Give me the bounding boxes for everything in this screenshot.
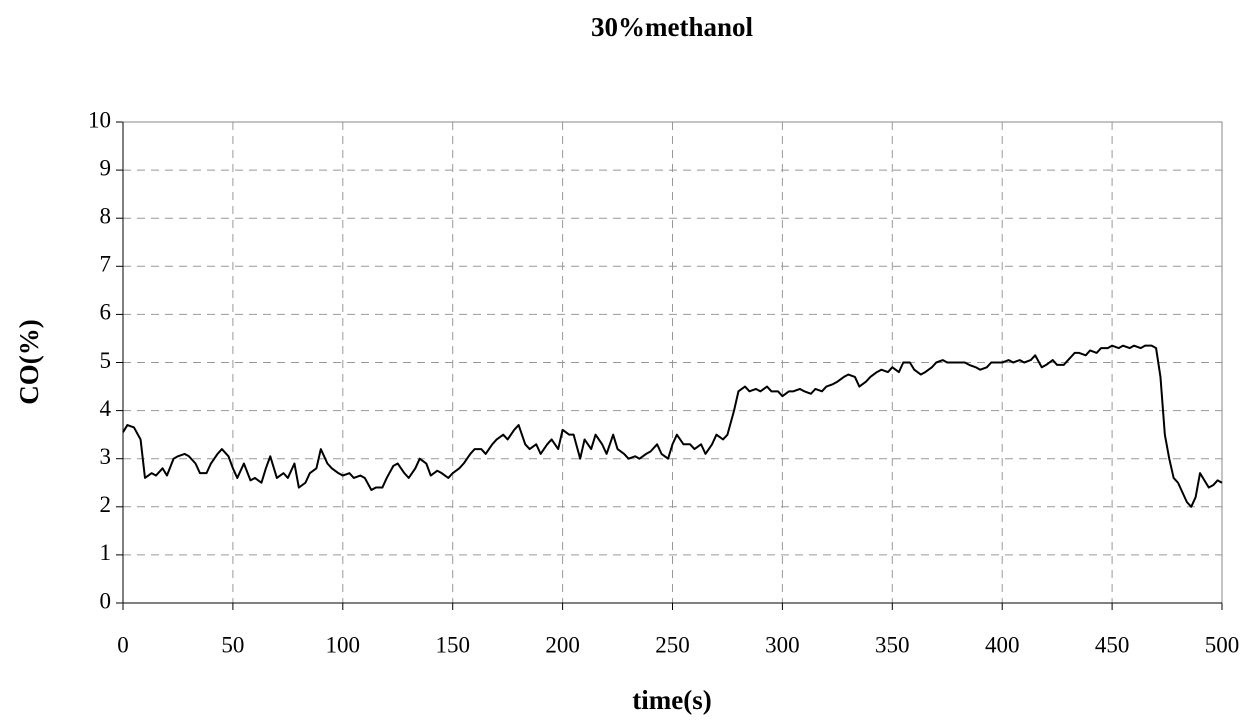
- data-line: [122, 344, 1223, 508]
- x-tick-label: 100: [326, 632, 361, 657]
- x-tick-label: 200: [545, 632, 580, 657]
- x-tick-label: 0: [117, 632, 129, 657]
- y-tick-label: 3: [100, 444, 112, 469]
- x-tick-label: 350: [875, 632, 910, 657]
- y-tick-label: 2: [100, 492, 112, 517]
- x-tick-label: 250: [655, 632, 690, 657]
- y-tick-label: 1: [100, 540, 112, 565]
- x-tick-label: 150: [435, 632, 470, 657]
- y-tick-label: 7: [100, 252, 112, 277]
- x-tick-label: 300: [765, 632, 800, 657]
- y-axis-label: CO(%): [14, 319, 44, 404]
- y-tick-label: 10: [88, 107, 111, 132]
- x-tick-label: 400: [985, 632, 1020, 657]
- x-axis-label: time(s): [632, 685, 711, 715]
- y-tick-label: 8: [100, 203, 112, 228]
- x-tick-label: 50: [221, 632, 244, 657]
- y-tick-label: 4: [100, 396, 112, 421]
- y-tick-label: 6: [100, 300, 112, 325]
- y-tick-label: 0: [100, 588, 112, 613]
- y-tick-label: 9: [100, 155, 112, 180]
- x-tick-label: 450: [1095, 632, 1130, 657]
- chart-title: 30%methanol: [591, 12, 753, 42]
- x-tick-label: 500: [1205, 632, 1240, 657]
- y-tick-label: 5: [100, 348, 112, 373]
